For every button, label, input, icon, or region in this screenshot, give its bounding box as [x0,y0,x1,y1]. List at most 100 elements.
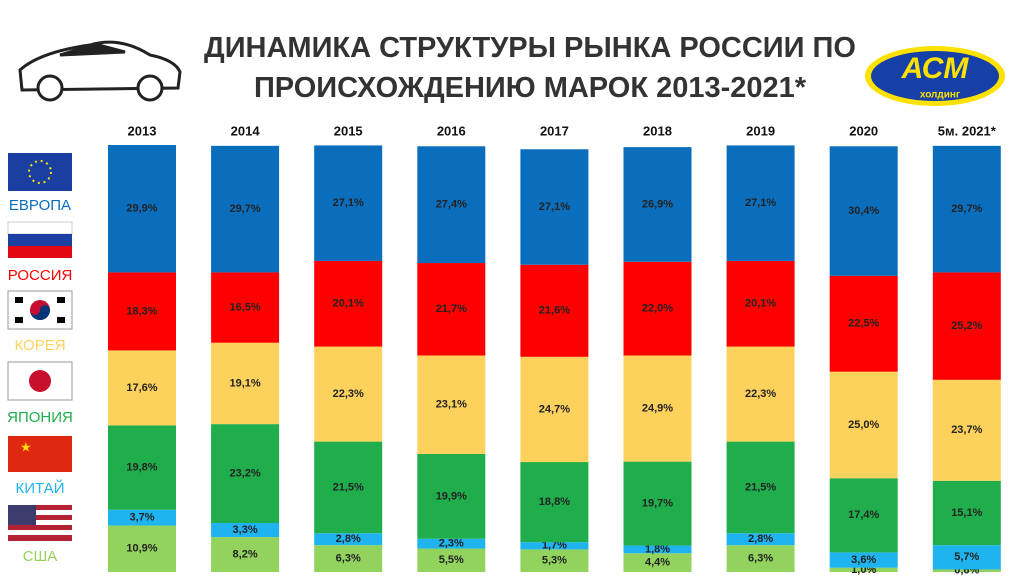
value-label: 5,7% [954,551,979,563]
value-label: 23,1% [436,399,467,411]
value-label: 3,6% [851,554,876,566]
value-label: 24,9% [642,402,673,414]
bar-segment [932,272,1001,380]
value-label: 30,4% [848,205,879,217]
car-icon [18,40,182,102]
legend-label: ЕВРОПА [9,197,71,214]
x-tick-label: 2017 [540,123,569,138]
value-label: 2,8% [336,533,361,545]
value-label: 5,5% [439,554,464,566]
value-label: 22,0% [642,303,673,315]
value-label: 29,9% [126,203,157,215]
value-label: 3,7% [129,512,154,524]
bar-segment [623,553,692,572]
bar-segment [417,146,486,264]
value-label: 4,4% [645,557,670,569]
value-label: 23,2% [229,467,260,479]
bar-segment [829,478,898,553]
x-tick-label: 2016 [437,123,466,138]
flag-cn: ★ [8,436,72,472]
flag-eu [8,153,72,191]
bar-segment [211,145,280,273]
bar-segment [932,545,1001,570]
value-label: 3,3% [233,524,258,536]
x-tick-label: 2014 [231,123,261,138]
value-label: 27,1% [539,201,570,213]
value-label: 18,3% [126,305,157,317]
flag-jp [7,361,73,401]
bar-segment [829,567,898,572]
value-label: 27,4% [436,199,467,211]
value-label: 6,3% [336,552,361,564]
value-label: 17,4% [848,509,879,521]
svg-text:★: ★ [20,439,32,454]
bar-segment [211,424,280,523]
bar-segment [520,264,589,357]
value-label: 10,9% [126,543,157,555]
bar-segment [417,538,486,549]
x-tick-label: 5м. 2021* [938,123,997,138]
bar-segment [108,145,176,273]
value-label: 0,6% [954,565,979,576]
bar-segment [726,145,795,261]
value-label: 29,7% [951,203,982,215]
bar-segment [211,537,280,572]
bar-segment [314,545,383,572]
value-label: 22,3% [333,388,364,400]
bar-segment [932,480,1001,546]
value-label: 19,8% [126,462,157,474]
bar-segment [932,569,1001,572]
value-label: 22,5% [848,318,879,330]
bar-segment [108,525,176,572]
bar-segment [623,147,692,262]
bar-segment [520,542,589,550]
value-label: 21,5% [333,481,364,493]
value-label: 25,2% [951,320,982,332]
legend-label: КИТАЙ [16,479,65,497]
value-label: 19,9% [436,490,467,502]
x-tick-label: 2019 [746,123,775,138]
value-label: 2,3% [439,538,464,550]
bar-segment [726,346,795,442]
bar-segment [932,145,1001,273]
value-label: 24,7% [539,403,570,415]
legend-label: ЯПОНИЯ [7,409,73,426]
value-label: 8,2% [233,548,258,560]
bar-segment [108,425,176,510]
value-label: 17,6% [126,382,157,394]
bar-segment [417,263,486,356]
bar-segment [417,355,486,454]
bar-segment [623,261,692,356]
value-label: 18,8% [539,496,570,508]
bar-segment [314,260,383,347]
value-label: 27,1% [333,197,364,209]
flag-kr [7,290,73,330]
value-label: 1,7% [542,540,567,552]
legend-label: США [23,548,58,565]
bar-segment [417,548,486,572]
value-label: 6,3% [748,552,773,564]
legend-label: РОССИЯ [8,267,73,284]
logo-subtitle: холдинг [920,90,960,101]
bar-segment [211,522,280,538]
bar-segment [726,441,795,534]
bar-segment [108,350,176,426]
value-label: 2,8% [748,533,773,545]
value-label: 19,7% [642,498,673,510]
value-label: 29,7% [229,203,260,215]
bar-segment [520,462,589,543]
value-label: 23,7% [951,424,982,436]
x-tick-label: 2013 [128,123,157,138]
value-label: 1,8% [645,543,670,555]
value-label: 21,5% [745,481,776,493]
bar-segment [314,441,383,534]
flag-us [8,505,72,541]
value-label: 15,1% [951,507,982,519]
logo: АСМ холдинг [865,46,1005,106]
bar-segment [417,453,486,539]
bar-segment [314,145,383,261]
bar-segment [829,275,898,372]
flag-ru [7,221,73,258]
